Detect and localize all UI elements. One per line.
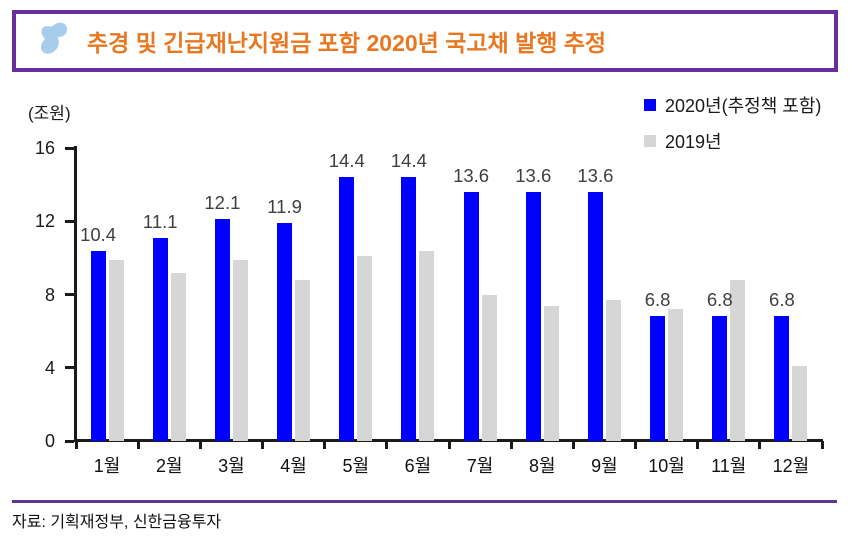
legend-swatch-2019 (644, 135, 656, 147)
legend-label-2020: 2020년(추정책 포함) (665, 96, 822, 116)
bar-2019-10월 (668, 309, 684, 441)
bar-2019-8월 (543, 305, 559, 441)
data-label-10월: 6.8 (644, 289, 671, 311)
x-axis-tick (323, 441, 327, 449)
x-axis-tick (261, 441, 264, 449)
bar-2019-2월 (170, 272, 186, 441)
x-axis-label-10월: 10월 (648, 456, 685, 476)
x-axis-line (74, 439, 823, 442)
x-axis-tick (198, 441, 202, 449)
data-label-8월: 13.6 (515, 164, 552, 186)
bar-2019-11월 (730, 279, 746, 441)
bar-2020-8월 (525, 191, 541, 441)
data-label-2월: 11.1 (142, 210, 178, 232)
bar-2019-6월 (419, 250, 435, 441)
x-axis-label-3월: 3월 (218, 456, 245, 476)
legend-item-2019: 2019년 (644, 128, 821, 154)
bar-2020-10월 (650, 316, 666, 441)
y-axis-tick (65, 146, 74, 150)
page-title: 추경 및 긴급재난지원금 포함 2020년 국고채 발행 추정 (87, 30, 607, 56)
y-axis-label-0: 0 (44, 431, 55, 451)
x-axis-tick (385, 441, 389, 449)
y-axis-label-8: 8 (44, 284, 55, 305)
y-axis-label-12: 12 (34, 211, 55, 232)
x-axis-label-6월: 6월 (404, 456, 432, 476)
y-axis-label-16: 16 (34, 138, 55, 158)
x-axis-tick (447, 441, 451, 449)
data-label-6월: 14.4 (390, 150, 427, 172)
y-axis: 0 4 8 12 16 (0, 138, 74, 451)
x-axis-tick (758, 441, 762, 449)
bar-2019-7월 (481, 294, 497, 441)
y-axis-tick (65, 219, 74, 223)
bar-2019-1월 (108, 259, 124, 441)
y-axis-label-4: 4 (44, 357, 55, 378)
x-axis-label-7월: 7월 (466, 456, 494, 476)
brand-swoosh-icon (40, 22, 68, 54)
title-bar: 추경 및 긴급재난지원금 포함 2020년 국고채 발행 추정 (12, 10, 838, 72)
x-axis-label-1월: 1월 (93, 456, 121, 476)
bar-2020-5월 (339, 177, 355, 441)
data-label-3월: 12.1 (204, 192, 241, 214)
bar-2020-6월 (401, 177, 417, 441)
x-axis-label-4월: 4월 (280, 456, 307, 476)
bar-2020-7월 (463, 191, 479, 441)
bar-2019-3월 (232, 259, 248, 441)
bar-2020-4월 (277, 223, 293, 441)
footer-divider-line (12, 500, 837, 503)
x-axis-tick (634, 441, 637, 449)
x-axis-tick (571, 441, 575, 449)
x-axis-tick (696, 441, 700, 449)
x-axis-tick (509, 441, 513, 449)
x-axis-tick (74, 441, 78, 449)
x-axis-label-2월: 2월 (155, 456, 183, 476)
y-axis-tick (65, 366, 74, 370)
legend-swatch-2020 (644, 99, 656, 111)
bar-2020-3월 (214, 219, 230, 441)
bar-2020-9월 (587, 191, 603, 441)
data-label-7월: 13.6 (453, 164, 490, 186)
data-label-11월: 6.8 (706, 289, 733, 311)
bar-2020-12월 (774, 316, 790, 441)
data-label-4월: 11.9 (267, 196, 302, 218)
y-axis-tick (65, 439, 74, 443)
bar-2020-2월 (152, 237, 168, 441)
bar-2019-12월 (792, 365, 808, 441)
x-axis-tick (136, 441, 140, 449)
y-axis-line (74, 146, 77, 442)
legend-label-2019: 2019년 (665, 132, 722, 152)
x-axis-label-11월: 11월 (711, 456, 747, 476)
bar-2019-9월 (605, 300, 621, 441)
chart-legend: 2020년(추정책 포함) 2019년 (644, 92, 821, 154)
data-label-9월: 13.6 (577, 164, 614, 186)
data-label-5월: 14.4 (328, 150, 365, 172)
bar-2019-4월 (295, 279, 311, 441)
legend-item-2020: 2020년(추정책 포함) (644, 92, 821, 118)
data-label-1월: 10.4 (80, 223, 117, 245)
data-label-12월: 6.8 (769, 289, 795, 311)
x-axis-label-12월: 12월 (772, 456, 810, 476)
y-axis-unit-label: (조원) (28, 104, 71, 123)
bar-2020-1월 (90, 250, 106, 441)
source-note: 자료: 기획재정부, 신한금융투자 (12, 514, 222, 531)
x-axis-label-5월: 5월 (342, 456, 370, 476)
x-axis-tick (820, 441, 824, 449)
x-axis-label-9월: 9월 (591, 456, 618, 476)
bar-2019-5월 (357, 256, 373, 441)
bar-2020-11월 (712, 316, 728, 441)
plot-area: 10.4 1월 11.1 2월 12.1 3월 11.9 4월 14.4 5월 14.4 6월 13.6… (74, 148, 824, 476)
y-axis-tick (65, 293, 74, 296)
x-axis-label-8월: 8월 (528, 456, 556, 476)
